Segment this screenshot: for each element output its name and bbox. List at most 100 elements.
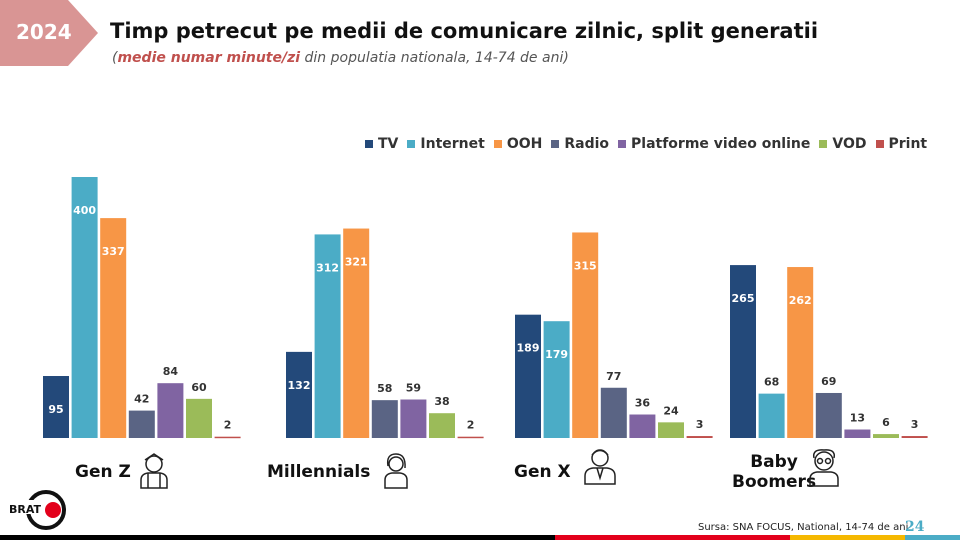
data-label: 84 <box>163 365 179 378</box>
data-label: 132 <box>288 379 311 392</box>
bar <box>758 393 785 438</box>
group-label-gen-x: Gen X <box>514 462 571 482</box>
legend-item: Internet <box>407 136 485 152</box>
data-label: 42 <box>134 393 149 406</box>
bar <box>314 234 341 438</box>
brat-logo: BRAT <box>8 490 66 530</box>
footer-bar-red <box>555 535 790 540</box>
data-label: 400 <box>73 204 96 217</box>
data-label: 3 <box>696 418 704 431</box>
bar <box>100 218 127 438</box>
bar <box>730 265 756 438</box>
data-label: 321 <box>345 256 368 269</box>
bar <box>400 399 427 438</box>
legend-item: Radio <box>551 136 609 152</box>
data-label: 60 <box>191 381 207 394</box>
bar <box>686 436 713 438</box>
legend-item: VOD <box>819 136 867 152</box>
data-label: 58 <box>377 382 392 395</box>
legend-label: Internet <box>420 136 485 152</box>
legend-label: Print <box>888 136 928 152</box>
data-label: 262 <box>789 294 812 307</box>
legend-swatch <box>407 140 416 148</box>
bar <box>787 267 814 438</box>
bar <box>629 414 656 438</box>
legend-label: Platforme video online <box>631 136 811 152</box>
data-label: 312 <box>316 261 339 274</box>
bar <box>286 351 312 438</box>
data-label: 2 <box>467 419 475 432</box>
millennial-person-icon <box>384 453 408 489</box>
data-label: 337 <box>102 245 125 258</box>
source-note: Sursa: SNA FOCUS, National, 14-74 de ani <box>698 522 909 533</box>
footer-bar-teal <box>905 535 960 540</box>
bar <box>901 436 928 438</box>
legend-swatch <box>365 140 373 148</box>
subtitle-rest: din populatia nationala, 14-74 de ani) <box>300 50 569 66</box>
subtitle-paren: ( <box>112 50 118 66</box>
group-label-millennials: Millennials <box>267 462 371 482</box>
boomers-line2: Boomers <box>732 472 817 492</box>
page-subtitle: (medie numar minute/zi din populatia nat… <box>112 50 569 66</box>
data-label: 315 <box>574 259 597 272</box>
bar <box>543 321 570 438</box>
bar <box>873 434 899 438</box>
group-label-gen-z: Gen Z <box>75 462 131 482</box>
data-label: 189 <box>517 342 540 355</box>
legend-swatch <box>493 140 502 148</box>
legend-swatch <box>819 140 828 148</box>
bar <box>515 314 541 438</box>
gen-z-person-icon <box>140 453 168 489</box>
legend-label: VOD <box>832 136 867 152</box>
bar <box>572 232 599 438</box>
bar <box>815 392 842 438</box>
data-label: 6 <box>882 416 890 429</box>
footer-bar-black <box>0 535 555 540</box>
bar <box>71 177 98 438</box>
data-label: 2 <box>224 419 232 432</box>
bar <box>214 436 241 439</box>
boomers-line1: Baby <box>750 452 798 472</box>
legend-swatch <box>618 140 627 148</box>
legend-label: TV <box>378 136 399 152</box>
legend-item: OOH <box>493 136 543 152</box>
gen-x-person-icon <box>584 449 616 485</box>
bar <box>429 413 455 438</box>
group-label-baby-boomers: Baby Boomers <box>732 452 816 492</box>
bar <box>844 429 871 438</box>
legend-item: Print <box>875 136 928 152</box>
bar <box>43 376 69 438</box>
bar <box>157 383 184 438</box>
year-label: 2024 <box>16 20 72 44</box>
bar <box>457 436 484 439</box>
bar <box>128 410 155 438</box>
bar <box>371 400 398 438</box>
bar <box>186 398 212 438</box>
bar <box>343 228 370 438</box>
data-label: 77 <box>606 370 621 383</box>
legend-item: Platforme video online <box>618 136 810 152</box>
subtitle-emphasis: medie numar minute/zi <box>117 50 301 66</box>
data-label: 95 <box>48 403 63 416</box>
legend-swatch <box>875 140 884 148</box>
data-label: 179 <box>545 348 568 361</box>
data-label: 59 <box>406 382 421 395</box>
page-title: Timp petrecut pe medii de comunicare zil… <box>110 19 819 43</box>
data-label: 69 <box>821 375 836 388</box>
baby-boomer-person-icon <box>809 449 839 487</box>
page-number: 24 <box>905 519 925 535</box>
legend-label: OOH <box>506 136 543 152</box>
data-label: 38 <box>434 395 449 408</box>
data-label: 68 <box>764 376 779 389</box>
legend-swatch <box>551 140 560 148</box>
svg-text:BRAT: BRAT <box>9 503 42 516</box>
legend-label: Radio <box>564 136 610 152</box>
bar <box>600 387 627 438</box>
chart-legend: TV Internet OOH Radio Platforme video online… <box>365 136 927 152</box>
bar <box>658 422 684 438</box>
data-label: 24 <box>663 404 679 417</box>
data-label: 265 <box>732 292 755 305</box>
data-label: 13 <box>850 412 865 425</box>
data-label: 36 <box>635 397 651 410</box>
